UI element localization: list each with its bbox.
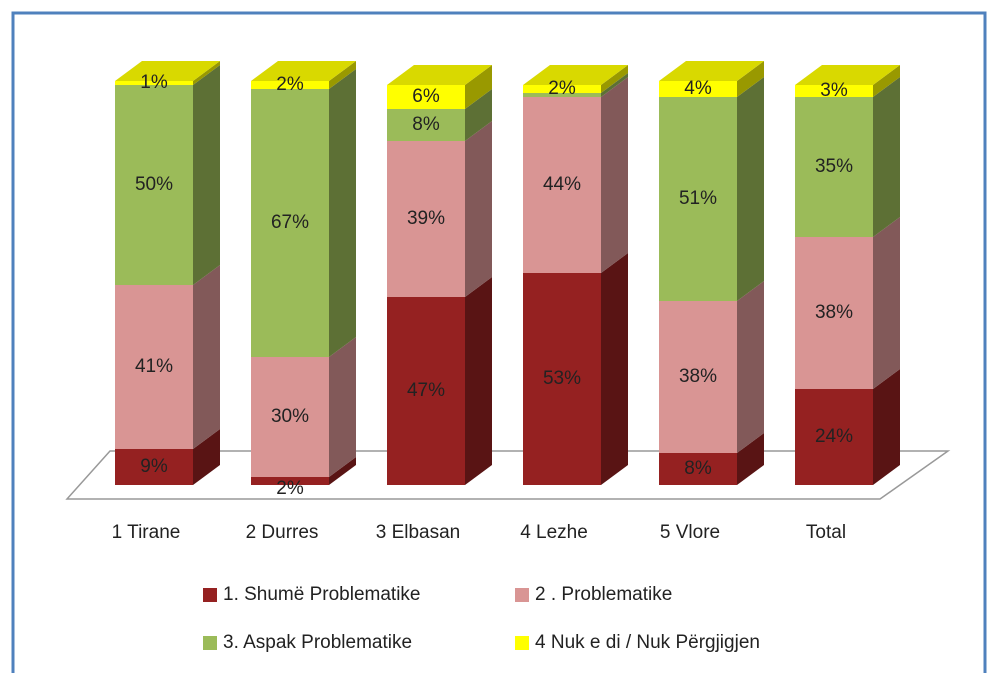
bar-segment [523, 85, 601, 93]
x-tick-label: 5 Vlore [660, 522, 720, 543]
data-label: 8% [684, 458, 712, 479]
bar-side [193, 265, 220, 449]
bar-side [465, 65, 492, 109]
bar-side [601, 253, 628, 485]
frame [11, 11, 987, 673]
data-label: 4% [684, 78, 712, 99]
legend-label: 3. Aspak Problematike [223, 632, 412, 653]
x-tick-label: 4 Lezhe [520, 522, 588, 543]
bar-segment [387, 85, 465, 109]
bar-side [737, 61, 764, 97]
bar-segment [251, 81, 329, 89]
bar-side [873, 65, 900, 97]
data-label: 47% [407, 380, 445, 401]
data-label: 24% [815, 426, 853, 447]
data-label: 38% [679, 366, 717, 387]
bar-side [193, 61, 220, 85]
bar-side [465, 277, 492, 485]
bar-segment [523, 93, 601, 97]
bar-top [115, 61, 220, 81]
bar-side [329, 69, 356, 357]
data-label: 39% [407, 208, 445, 229]
data-label: 2% [548, 78, 576, 99]
bar-segment [251, 89, 329, 357]
x-tick-label: 3 Elbasan [376, 522, 461, 543]
data-label: 44% [543, 174, 581, 195]
bar-segment [115, 285, 193, 449]
bar-side [465, 89, 492, 141]
bar-segment [523, 273, 601, 485]
legend-swatch [515, 588, 529, 602]
bar-top [523, 65, 628, 85]
bar-side [601, 65, 628, 93]
data-label: 2% [276, 74, 304, 95]
bar-side [873, 217, 900, 389]
legend-label: 2 . Problematike [535, 584, 672, 605]
bar-side [329, 337, 356, 477]
bar-segment [387, 141, 465, 297]
data-label: 1% [140, 72, 168, 93]
x-tick-label: 1 Tirane [112, 522, 181, 543]
data-label: 30% [271, 406, 309, 427]
x-tick-label: Total [806, 522, 846, 543]
bar-side [193, 429, 220, 485]
floor [65, 450, 951, 500]
bar-segment [115, 81, 193, 85]
bar-segment [251, 357, 329, 477]
data-label: 53% [543, 368, 581, 389]
bar-top [795, 65, 900, 85]
data-label: 38% [815, 302, 853, 323]
data-label: 41% [135, 356, 173, 377]
data-label: 67% [271, 212, 309, 233]
data-label: 6% [412, 86, 440, 107]
bar-side [873, 77, 900, 237]
bar-top [387, 65, 492, 85]
bar-segment [387, 297, 465, 485]
data-label: 51% [679, 188, 717, 209]
legend-label: 1. Shumë Problematike [223, 584, 421, 605]
bar-segment [795, 97, 873, 237]
data-label: 8% [412, 114, 440, 135]
data-label: 50% [135, 174, 173, 195]
bar-segment [115, 85, 193, 285]
bar-side [873, 369, 900, 485]
bar-segment [251, 477, 329, 485]
bar-top [251, 61, 356, 81]
data-label: 2% [276, 478, 304, 499]
bar-side [601, 73, 628, 97]
bar-segment [387, 109, 465, 141]
bar-top [659, 61, 764, 81]
bar-side [601, 77, 628, 273]
bar-side [465, 121, 492, 297]
bar-segment [523, 97, 601, 273]
bar-segment [795, 237, 873, 389]
legend-swatch [203, 588, 217, 602]
bar-segment [795, 389, 873, 485]
bar-segment [795, 85, 873, 97]
x-tick-label: 2 Durres [246, 522, 319, 543]
bar-side [329, 457, 356, 485]
data-label: 35% [815, 156, 853, 177]
bar-segment [659, 97, 737, 301]
legend-swatch [515, 636, 529, 650]
legend-label: 4 Nuk e di / Nuk Përgjigjen [535, 632, 760, 653]
bar-segment [115, 449, 193, 485]
data-label: 9% [140, 456, 168, 477]
bar-side [737, 433, 764, 485]
bar-segment [659, 301, 737, 453]
bar-segment [659, 81, 737, 97]
bar-side [193, 65, 220, 285]
bar-side [737, 77, 764, 301]
legend-swatch [203, 636, 217, 650]
bar-segment [659, 453, 737, 485]
bar-side [329, 61, 356, 89]
bar-side [737, 281, 764, 453]
data-label: 3% [820, 80, 848, 101]
